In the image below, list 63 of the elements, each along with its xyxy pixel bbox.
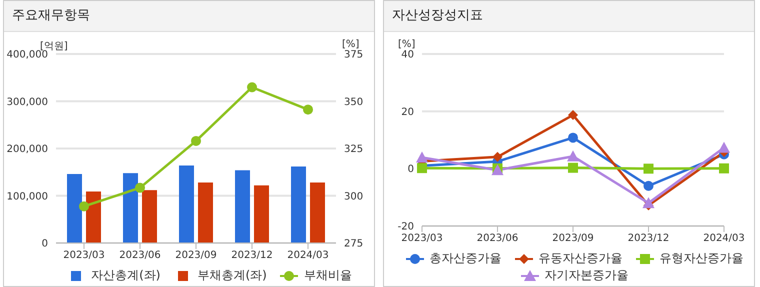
chart-title: 자산성장성지표 — [384, 1, 754, 32]
bar — [179, 166, 194, 243]
point — [718, 142, 730, 153]
y-tick-label: 40 — [401, 50, 414, 61]
y-axis-title: [억원] — [40, 40, 68, 52]
point — [417, 163, 427, 174]
legend-label: 유형자산증가율 — [660, 250, 744, 267]
point — [568, 110, 578, 120]
y-tick-label: -20 — [398, 222, 414, 233]
x-tick-label: 2023/09 — [175, 250, 217, 262]
y2-tick-label: 375 — [344, 50, 364, 61]
legend-label: 자산총계(좌) — [91, 267, 160, 284]
x-tick-label: 2023/06 — [119, 250, 161, 262]
point — [191, 136, 201, 146]
y2-tick-label: 275 — [344, 238, 364, 250]
bar — [123, 173, 138, 243]
legend-label: 자기자본증가율 — [544, 267, 628, 284]
bar — [310, 182, 325, 243]
y-tick-label: 300,000 — [6, 96, 48, 108]
bar — [142, 190, 157, 243]
point — [416, 151, 428, 162]
legend-label: 부채총계(좌) — [198, 267, 267, 284]
point — [642, 197, 654, 208]
bar — [291, 166, 306, 243]
point — [492, 152, 502, 162]
bar — [254, 185, 269, 243]
point — [567, 150, 579, 162]
y2-axis-title: [%] — [342, 39, 360, 50]
x-tick-label: 2023/03 — [401, 233, 443, 244]
legend-label: 총자산증가율 — [430, 250, 502, 267]
y2-tick-label: 350 — [344, 96, 364, 108]
point — [79, 201, 89, 212]
legend-label: 부채비율 — [304, 267, 352, 284]
y2-tick-label: 300 — [344, 191, 364, 202]
point — [303, 104, 313, 115]
y-tick-label: 100,000 — [6, 191, 48, 202]
x-tick-label: 2023/06 — [476, 233, 518, 244]
bar — [198, 182, 213, 243]
y-tick-label: 200,000 — [6, 144, 48, 156]
point — [568, 162, 578, 173]
bar — [86, 192, 101, 243]
y-tick-label: 0 — [42, 238, 48, 250]
chart-title: 주요재무항목 — [4, 1, 374, 32]
point — [135, 182, 145, 193]
y-axis-title: [%] — [398, 39, 416, 50]
y-tick-label: 400,000 — [6, 50, 48, 61]
bar — [67, 174, 82, 243]
y-tick-label: 0 — [408, 164, 414, 176]
bar — [235, 170, 250, 243]
y2-tick-label: 325 — [344, 144, 364, 156]
x-tick-label: 2023/12 — [231, 250, 273, 262]
point — [644, 164, 654, 174]
point — [568, 132, 578, 143]
x-tick-label: 2024/03 — [287, 250, 329, 262]
point — [719, 163, 729, 174]
y-tick-label: 20 — [401, 106, 414, 118]
legend-label: 유동자산증가율 — [538, 250, 622, 267]
x-tick-label: 2023/12 — [628, 233, 670, 244]
x-tick-label: 2024/03 — [703, 233, 745, 244]
x-tick-label: 2023/09 — [552, 233, 594, 244]
point — [247, 82, 257, 92]
x-tick-label: 2023/03 — [63, 250, 105, 262]
point — [644, 180, 654, 191]
